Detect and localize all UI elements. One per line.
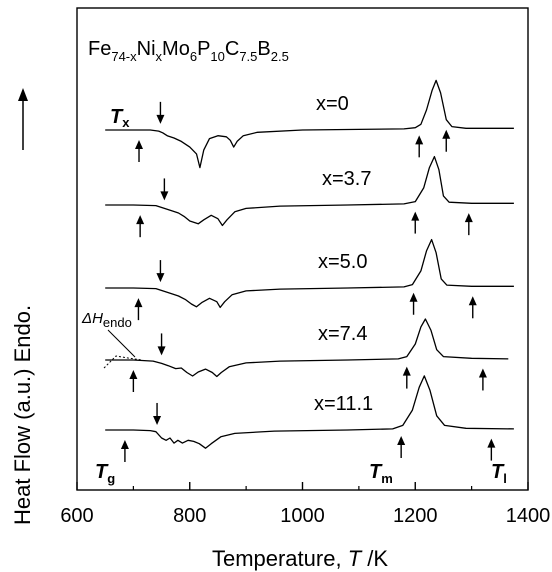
chart-title: Fe74-xNixMo6P10C7.5B2.5	[88, 38, 289, 64]
series-curves	[105, 79, 514, 449]
x-axis-ticks: 600 800 1000 1200 1400	[60, 482, 550, 527]
y-axis-label: Heat Flow (a.u.) Endo.	[10, 305, 35, 525]
tg-annotation: Tg	[95, 461, 115, 486]
x-tick-label: 600	[60, 505, 93, 527]
x-tick-label: 800	[173, 505, 206, 527]
delta-h-pointer	[107, 329, 136, 358]
arrow-tg	[134, 298, 143, 321]
series-label: x=11.1	[314, 393, 373, 415]
arrow-tl	[442, 129, 451, 152]
x-tick-label: 1200	[393, 505, 438, 527]
tm-annotation: Tm	[369, 461, 393, 486]
arrow-tx	[157, 333, 166, 356]
dsc-curve	[105, 375, 514, 449]
tx-annotation: Tx	[110, 106, 130, 130]
dsc-curve	[105, 79, 514, 169]
y-axis-title: Heat Flow (a.u.) Endo.	[10, 305, 35, 525]
x-tick-label: 1000	[280, 505, 325, 527]
transition-arrows	[120, 101, 496, 462]
dsc-curve	[105, 238, 514, 309]
arrow-tx	[156, 101, 165, 124]
arrow-tm	[397, 436, 406, 459]
arrow-tg	[120, 440, 129, 462]
arrow-tg	[135, 140, 144, 162]
series-label: x=3.7	[322, 168, 371, 190]
x-axis-title: Temperature, T /K	[212, 546, 388, 571]
plot-frame	[76, 7, 529, 491]
arrow-tx	[160, 178, 169, 201]
arrow-tg	[136, 215, 145, 238]
series-label: x=0	[316, 93, 349, 115]
series-labels: x=0 x=3.7 x=5.0 x=7.4 x=11.1	[314, 93, 373, 415]
dsc-curve	[105, 155, 514, 227]
delta-h-annotation: ΔHendo	[81, 310, 132, 330]
arrow-tl	[487, 438, 496, 461]
arrow-tm	[415, 135, 424, 158]
arrow-tl	[464, 213, 473, 236]
x-tick-label: 1400	[506, 505, 551, 527]
arrow-tx	[156, 260, 165, 283]
tl-annotation: Tl	[491, 461, 507, 486]
arrow-tg	[129, 370, 138, 392]
arrow-tm	[411, 211, 420, 234]
series-label: x=7.4	[318, 323, 367, 345]
dsc-curve	[105, 318, 509, 378]
series-label: x=5.0	[318, 251, 367, 273]
arrow-tl	[478, 368, 487, 391]
delta-h-baseline	[103, 355, 143, 369]
arrow-tl	[468, 296, 477, 319]
y-axis-arrow	[18, 88, 28, 150]
arrow-tx	[153, 402, 162, 425]
arrow-tm	[402, 366, 411, 389]
arrow-tm	[409, 292, 418, 315]
